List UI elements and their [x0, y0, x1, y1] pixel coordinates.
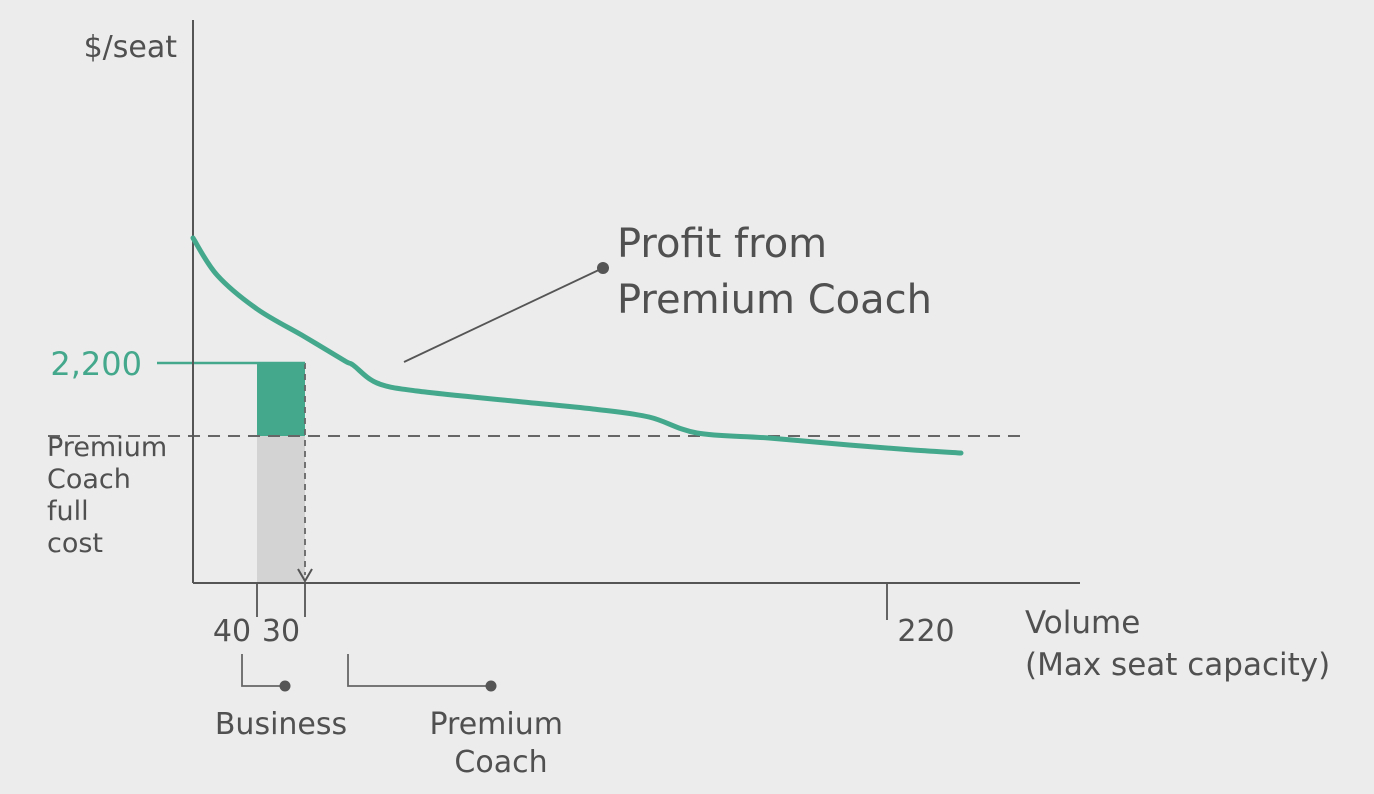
price-label: 2,200	[50, 345, 142, 383]
cost-label-line: Coach	[47, 464, 131, 495]
cost-label-line: full	[47, 496, 89, 527]
cost-label: Premium Coach full cost	[47, 432, 176, 559]
end-tick-label: 220	[897, 614, 954, 649]
cost-label-line: Premium	[47, 432, 167, 463]
volume-drop-arrow	[297, 568, 313, 583]
segment-count-label: 40	[213, 614, 251, 649]
annotation-pointer-dot	[597, 262, 609, 274]
x-axis-label: Volume	[1025, 605, 1140, 641]
segment-callout-dot	[279, 680, 291, 692]
segment-name-line: Business	[215, 707, 347, 742]
segment-callout-line	[347, 654, 490, 687]
segment-name-line: Premium	[429, 707, 563, 742]
segment-callout-line	[241, 654, 284, 687]
cost-label-line: cost	[47, 528, 103, 559]
annotation-line: Premium Coach	[617, 277, 932, 323]
profit-area	[257, 363, 305, 436]
annotation-pointer-line	[403, 267, 604, 363]
y-axis-label: $/seat	[84, 30, 178, 65]
segment-count-label: 30	[262, 614, 300, 649]
segment-name-label: Business	[215, 707, 347, 742]
segment-name-label: Premium Coach	[429, 707, 572, 780]
x-axis-sublabel: (Max seat capacity)	[1025, 647, 1330, 683]
segment-callout-dot	[485, 680, 497, 692]
profit-annotation: Profit from Premium Coach	[617, 221, 932, 323]
segment-name-line: Coach	[454, 745, 547, 780]
annotation-line: Profit from	[617, 221, 827, 267]
cost-area	[257, 436, 305, 583]
demand-curve	[190, 235, 964, 456]
